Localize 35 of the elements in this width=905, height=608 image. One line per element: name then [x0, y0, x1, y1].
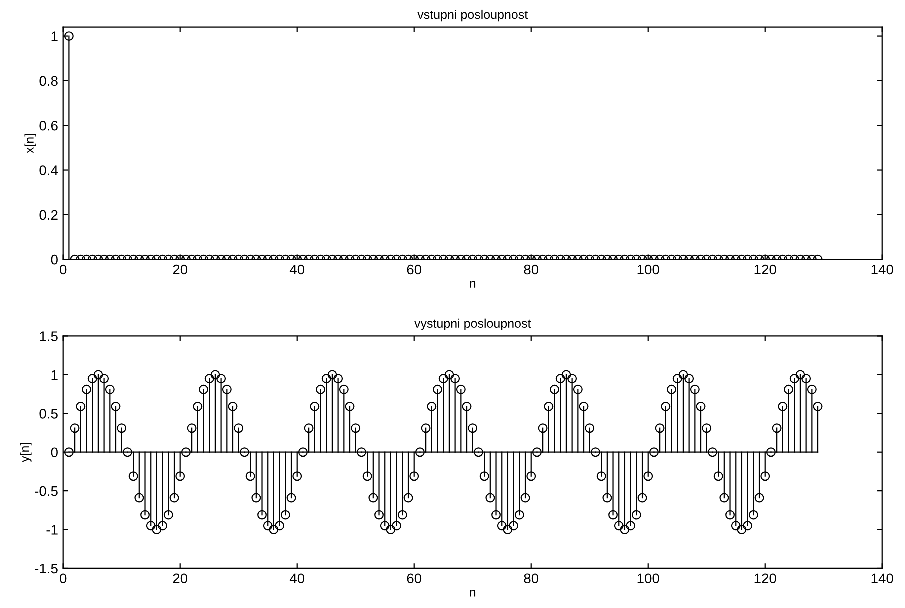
x-tick-label: 60: [407, 574, 422, 584]
x-tick-label: 60: [407, 264, 422, 275]
y-tick-label: -1: [46, 525, 58, 535]
y-tick-label: 0.4: [40, 166, 58, 176]
y-tick-label: 0.5: [40, 408, 58, 419]
y-tick-label: 0.8: [40, 76, 58, 86]
chart-title: vstupni posloupnost: [418, 10, 528, 22]
y-tick-label: -1.5: [35, 564, 58, 574]
x-tick-label: 140: [872, 264, 894, 275]
x-tick-label: 120: [754, 574, 776, 584]
x-tick-label: 140: [872, 574, 894, 584]
x-tick-label: 0: [60, 264, 67, 275]
y-tick-label: 0: [51, 448, 58, 458]
y-tick-label: 1: [52, 370, 58, 380]
x-axis-title: n: [470, 590, 476, 597]
y-axis-title: x[n]: [24, 134, 36, 154]
x-tick-label: 0: [60, 574, 67, 584]
x-tick-label: 40: [290, 574, 305, 584]
x-tick-label: 80: [524, 574, 539, 584]
y-tick-label: -0.5: [35, 486, 58, 496]
x-tick-label: 80: [524, 264, 539, 275]
x-tick-label: 100: [638, 574, 660, 584]
x-axis-title: n: [470, 281, 476, 288]
x-tick-label: 20: [173, 574, 188, 584]
y-tick-label: 0: [51, 254, 58, 265]
y-tick-label: 0.6: [40, 120, 58, 131]
y-tick-label: 0.2: [40, 210, 58, 220]
x-tick-label: 40: [290, 264, 305, 275]
x-tick-label: 100: [638, 264, 660, 275]
y-axis-title: y[n]: [20, 443, 32, 462]
y-tick-label: 1.5: [40, 332, 58, 342]
chart-title: vystupni posloupnost: [414, 318, 532, 330]
x-tick-label: 120: [754, 264, 776, 275]
x-tick-label: 20: [173, 264, 188, 275]
y-tick-label: 1: [52, 32, 58, 42]
